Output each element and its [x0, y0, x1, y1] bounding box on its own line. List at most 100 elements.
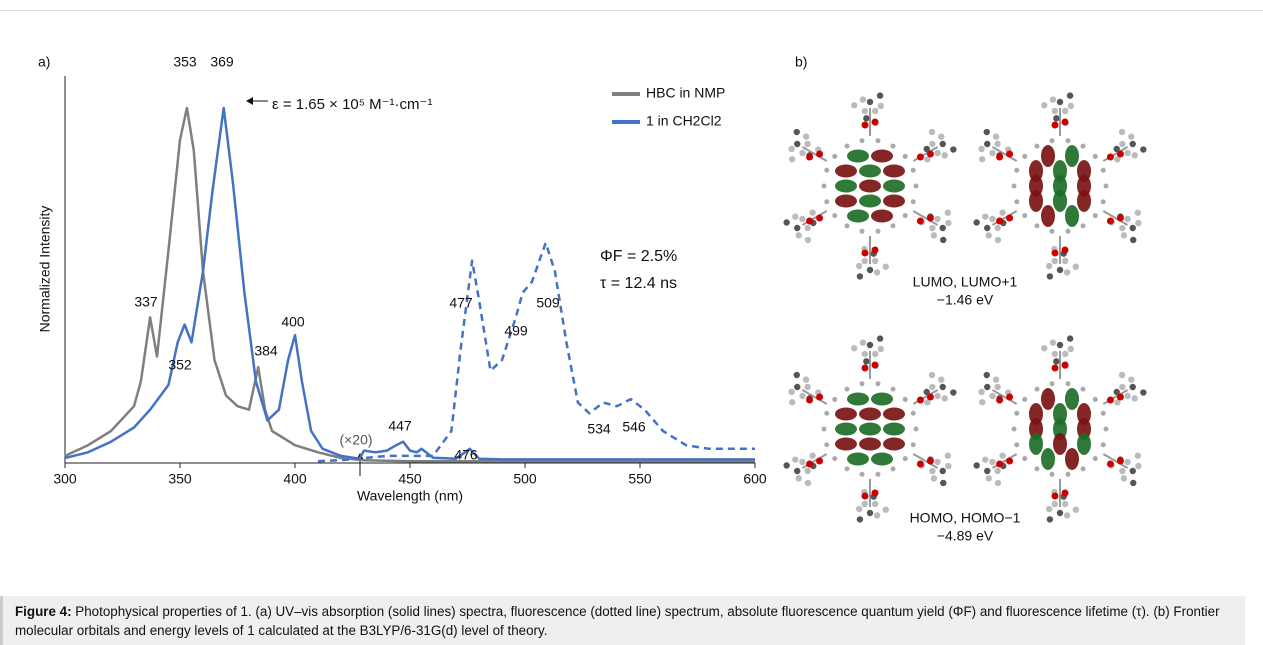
atom: [1051, 500, 1058, 508]
orbital-lobe: [871, 392, 893, 406]
atom: [989, 215, 996, 223]
atom: [1119, 467, 1126, 475]
atom: [1049, 471, 1055, 477]
orbital-lobe: [871, 452, 893, 466]
atom: [804, 140, 811, 148]
atom: [985, 475, 992, 482]
atom: [802, 376, 810, 383]
atom: [930, 232, 938, 239]
atom: [1124, 149, 1131, 157]
atom: [824, 199, 830, 205]
atom: [1056, 266, 1064, 274]
x-tick-label: 350: [168, 471, 192, 487]
atom: [856, 516, 864, 523]
orbital-lobe: [1029, 433, 1043, 455]
orbital-lobe: [883, 164, 905, 178]
atom: [863, 358, 870, 365]
atom: [875, 228, 881, 234]
bond: [801, 389, 828, 405]
atom: [875, 381, 881, 387]
atom: [1034, 143, 1040, 149]
orbital-lobe: [871, 149, 893, 163]
bond: [912, 453, 939, 469]
caption-label: Figure 4:: [15, 604, 72, 619]
atom: [863, 115, 870, 122]
atom: [939, 383, 946, 391]
atom: [1053, 358, 1060, 365]
atom: [902, 456, 908, 462]
x-tick-label: 300: [53, 471, 77, 487]
atom: [859, 138, 865, 144]
atom: [851, 102, 858, 109]
atom: [882, 506, 889, 513]
atom: [910, 199, 916, 205]
atom: [877, 345, 885, 353]
atom: [844, 143, 850, 149]
y-axis-label: Normalized Intensity: [37, 206, 53, 333]
peak-label: 509: [536, 295, 560, 311]
bond: [801, 210, 828, 226]
peak-label: 534: [587, 421, 611, 437]
oxygen: [806, 217, 814, 225]
x-tick-label: 500: [513, 471, 537, 487]
atom: [821, 426, 827, 432]
atom: [994, 140, 1001, 148]
atom: [851, 345, 858, 352]
oxygen: [1061, 489, 1069, 497]
atom: [934, 458, 941, 466]
atom: [876, 335, 884, 342]
annotation: ΦF = 2.5%: [600, 248, 677, 265]
atom: [804, 224, 811, 232]
orbital-lobe: [1029, 190, 1043, 212]
atom: [979, 399, 986, 406]
oxygen: [926, 393, 934, 401]
atom: [923, 388, 930, 396]
atom: [789, 399, 796, 406]
orbital-images: [783, 92, 1147, 523]
atom: [1034, 466, 1040, 472]
atom: [877, 102, 885, 110]
oxygen: [1061, 246, 1069, 254]
bond: [912, 389, 939, 405]
atom: [950, 389, 957, 396]
oxygen: [1116, 393, 1124, 401]
peak-label: 477: [449, 295, 473, 311]
atom: [866, 98, 874, 106]
oxygen: [861, 121, 869, 129]
oxygen: [1106, 153, 1114, 161]
atom: [799, 392, 806, 400]
atom: [950, 146, 957, 153]
atom: [1080, 143, 1086, 149]
orbital-lobe: [1065, 145, 1079, 167]
atom: [1022, 396, 1028, 402]
atom: [1129, 467, 1136, 475]
orbital-lobe: [835, 194, 857, 208]
oxygen: [861, 364, 869, 372]
peak-label: 353: [173, 54, 197, 70]
atom: [794, 467, 801, 475]
atom: [1140, 389, 1147, 396]
atom: [999, 452, 1006, 459]
orbital-lobe: [835, 437, 857, 451]
atom: [1011, 426, 1017, 432]
oxygen: [806, 153, 814, 161]
atom: [1100, 442, 1106, 448]
atom: [873, 269, 881, 276]
atom: [1092, 213, 1098, 219]
chart: a) Normalized Intensity Wavelength (nm) …: [37, 54, 1147, 544]
orbital-lobe: [1053, 433, 1067, 455]
oxygen: [1061, 361, 1069, 369]
atom: [821, 183, 827, 189]
orbital-lobe: [859, 437, 881, 451]
orbital-lobe: [1041, 448, 1055, 470]
atom: [978, 388, 985, 396]
panel-label: b): [795, 54, 807, 70]
bond: [912, 210, 939, 226]
peak-label: 499: [504, 323, 528, 339]
oxygen: [871, 489, 879, 497]
atom: [1092, 456, 1098, 462]
atom: [890, 143, 896, 149]
atom: [984, 140, 991, 148]
atom: [1011, 183, 1017, 189]
atom: [1124, 458, 1131, 466]
